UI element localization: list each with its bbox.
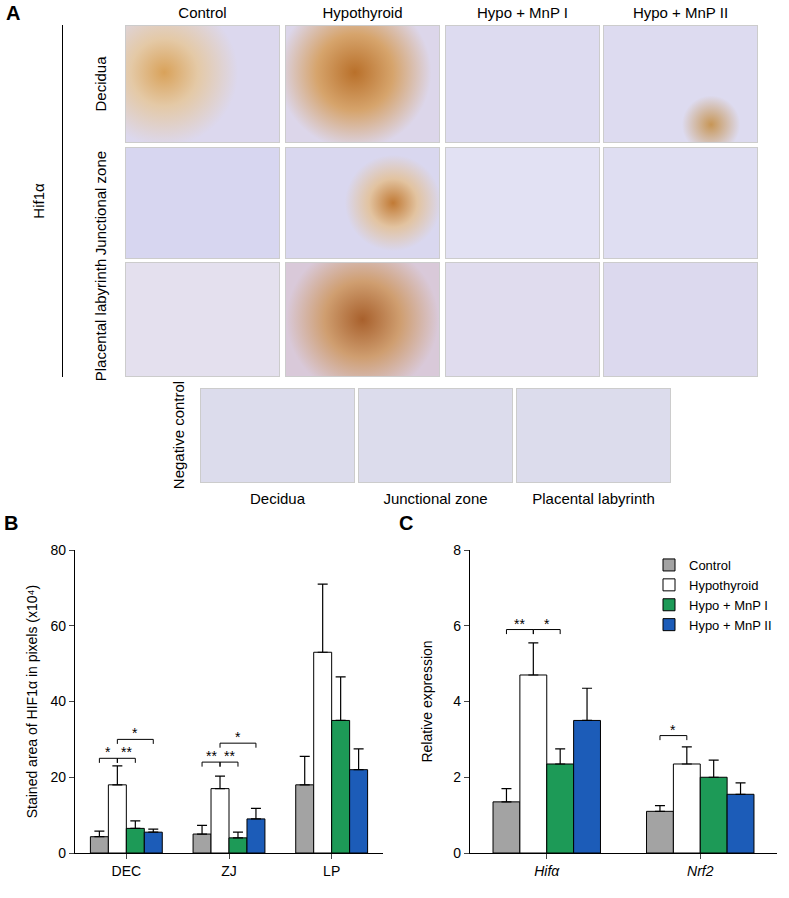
svg-text:*: * bbox=[670, 722, 676, 738]
html-text:A: A bbox=[6, 2, 21, 24]
svg-text:**: ** bbox=[224, 748, 235, 764]
html-text:Junctional zone: Junctional zone bbox=[383, 490, 488, 507]
svg-text:Control: Control bbox=[689, 558, 731, 573]
html-text:Control: Control bbox=[178, 4, 227, 21]
svg-text:Hypothyroid: Hypothyroid bbox=[689, 578, 758, 593]
html-text:Hypothyroid: Hypothyroid bbox=[322, 4, 403, 21]
svg-text:*: * bbox=[105, 744, 111, 760]
svg-text:20: 20 bbox=[50, 769, 66, 785]
html-text:Hif1α: Hif1α bbox=[29, 183, 47, 219]
html-text:Negative control: Negative control bbox=[169, 380, 187, 490]
svg-text:C: C bbox=[399, 512, 413, 534]
svg-text:Nrf2: Nrf2 bbox=[687, 863, 714, 879]
svg-text:*: * bbox=[544, 616, 550, 632]
svg-text:Hifα: Hifα bbox=[534, 863, 560, 879]
svg-text:DEC: DEC bbox=[112, 863, 142, 879]
svg-text:6: 6 bbox=[453, 618, 461, 634]
svg-text:8: 8 bbox=[453, 542, 461, 558]
svg-text:60: 60 bbox=[50, 618, 66, 634]
html-text:Hypo + MnP I: Hypo + MnP I bbox=[477, 4, 568, 21]
svg-text:0: 0 bbox=[58, 845, 66, 861]
svg-text:40: 40 bbox=[50, 693, 66, 709]
svg-text:80: 80 bbox=[50, 542, 66, 558]
svg-text:B: B bbox=[4, 512, 18, 534]
svg-text:Hypo + MnP II: Hypo + MnP II bbox=[689, 618, 772, 633]
svg-text:ZJ: ZJ bbox=[221, 863, 237, 879]
html-text:Placental labyrinth: Placental labyrinth bbox=[91, 258, 109, 381]
svg-text:**: ** bbox=[206, 748, 217, 764]
svg-text:LP: LP bbox=[323, 863, 340, 879]
svg-text:4: 4 bbox=[453, 693, 461, 709]
html-text:Junctional zone: Junctional zone bbox=[91, 150, 109, 256]
svg-text:**: ** bbox=[121, 744, 132, 760]
svg-text:*: * bbox=[132, 725, 138, 741]
svg-text:Hypo + MnP I: Hypo + MnP I bbox=[689, 598, 768, 613]
svg-text:*: * bbox=[235, 729, 241, 745]
svg-text:2: 2 bbox=[453, 769, 461, 785]
html-text:Placental labyrinth: Placental labyrinth bbox=[532, 490, 655, 507]
html-text:Hypo + MnP II: Hypo + MnP II bbox=[632, 4, 729, 21]
svg-text:Stained area of HIF1α in pixel: Stained area of HIF1α in pixels (x10⁴) bbox=[24, 585, 40, 819]
svg-text:**: ** bbox=[514, 616, 525, 632]
svg-text:Relative expression: Relative expression bbox=[419, 640, 435, 762]
svg-text:0: 0 bbox=[453, 845, 461, 861]
html-text:Decidua: Decidua bbox=[91, 56, 109, 112]
html-text:Decidua: Decidua bbox=[250, 490, 305, 507]
